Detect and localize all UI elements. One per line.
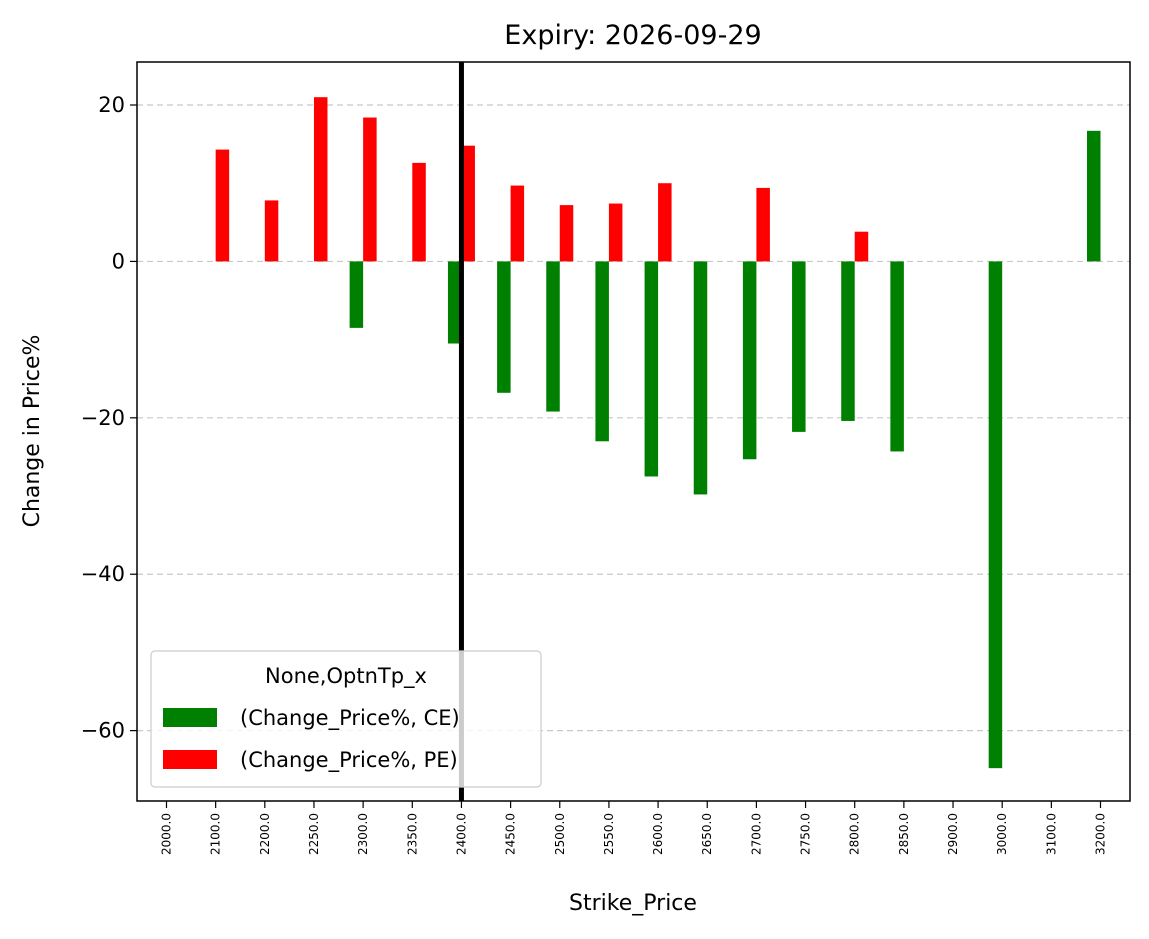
x-tick-label: 2200.0 xyxy=(258,813,272,855)
x-tick-label: 2750.0 xyxy=(799,813,813,855)
bar-ce-2450.0 xyxy=(497,261,511,393)
chart-title: Expiry: 2026-09-29 xyxy=(504,20,761,51)
x-tick-label: 3200.0 xyxy=(1094,813,1108,855)
x-tick-label: 2800.0 xyxy=(848,813,862,855)
plot-frame xyxy=(136,61,1131,802)
legend-label-pe: (Change_Price%, PE) xyxy=(240,748,458,773)
bar-ce-2400.0 xyxy=(447,261,462,344)
x-tick-label: 2250.0 xyxy=(307,813,321,855)
legend-label-ce: (Change_Price%, CE) xyxy=(240,706,460,731)
bar-ce-2700.0 xyxy=(742,261,757,460)
x-tick-label: 2350.0 xyxy=(405,813,419,855)
y-tick-label: −40 xyxy=(81,562,125,586)
bar-pe-2800.0 xyxy=(854,231,869,262)
x-tick-label: 2450.0 xyxy=(504,813,518,855)
x-tick-label: 2600.0 xyxy=(651,813,665,855)
legend-box xyxy=(150,650,542,788)
x-tick-label: 3100.0 xyxy=(1044,813,1058,855)
legend-swatch-pe xyxy=(163,750,217,769)
x-tick-label: 2500.0 xyxy=(553,813,567,855)
y-axis-label: Change in Price% xyxy=(20,335,45,528)
x-tick-label: 3000.0 xyxy=(995,813,1009,855)
bar-ce-2750.0 xyxy=(792,261,806,432)
x-tick-label: 2850.0 xyxy=(897,813,911,855)
bar-ce-2600.0 xyxy=(644,261,659,477)
x-tick-label: 2100.0 xyxy=(209,813,223,855)
bar-pe-2700.0 xyxy=(756,187,770,262)
legend: None,OptnTp_x (Change_Price%, CE) (Chang… xyxy=(150,650,542,788)
bars xyxy=(215,97,1101,769)
x-tick-label: 2300.0 xyxy=(356,813,370,855)
y-tick-label: 0 xyxy=(112,249,125,273)
y-tick-label: −20 xyxy=(81,406,125,430)
legend-swatch-ce xyxy=(163,708,217,727)
bar-ce-2850.0 xyxy=(890,261,904,452)
bar-ce-2650.0 xyxy=(693,261,708,495)
bar-pe-2350.0 xyxy=(412,162,426,262)
grid-lines xyxy=(137,104,1130,732)
bar-ce-2300.0 xyxy=(349,261,364,328)
y-tick-label: 20 xyxy=(98,93,125,117)
x-tick-label: 2700.0 xyxy=(749,813,763,855)
bar-pe-2200.0 xyxy=(264,200,279,262)
x-tick-label: 2900.0 xyxy=(946,813,960,855)
bar-pe-2250.0 xyxy=(313,97,328,262)
x-tick-label: 2550.0 xyxy=(602,813,616,855)
x-tick-label: 2650.0 xyxy=(700,813,714,855)
bar-ce-3200.0 xyxy=(1087,130,1101,262)
bar-pe-2550.0 xyxy=(608,203,623,262)
x-tick-label: 2400.0 xyxy=(454,813,468,855)
bar-pe-2400.0 xyxy=(461,145,475,262)
bar-ce-2800.0 xyxy=(841,261,855,421)
y-axis: 20 0 −20 −40 −60 xyxy=(81,93,137,743)
x-axis: 2000.0 2100.0 2200.0 2250.0 2300.0 2350.0 2400… xyxy=(159,801,1108,855)
bar-pe-2600.0 xyxy=(658,183,672,262)
bar-ce-3000.0 xyxy=(988,261,1003,769)
legend-title: None,OptnTp_x xyxy=(265,664,427,689)
bar-ce-2500.0 xyxy=(546,261,560,412)
bar-pe-2100.0 xyxy=(215,149,230,262)
bar-pe-2450.0 xyxy=(510,185,525,262)
x-tick-label: 2000.0 xyxy=(159,813,173,855)
y-tick-label: −60 xyxy=(81,719,125,743)
x-axis-label: Strike_Price xyxy=(569,891,697,916)
bar-ce-2550.0 xyxy=(595,261,609,442)
bar-pe-2500.0 xyxy=(559,205,574,262)
bar-pe-2300.0 xyxy=(363,117,377,262)
